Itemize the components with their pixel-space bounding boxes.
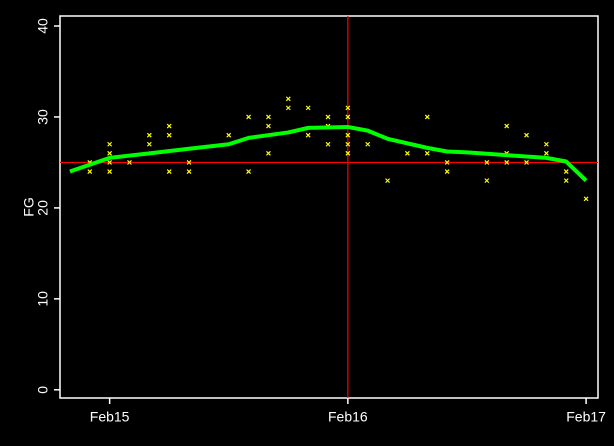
scatter-point (345, 105, 351, 111)
scatter-point (583, 196, 589, 202)
scatter-point (524, 160, 529, 165)
scatter-point (543, 150, 549, 156)
scatter-point (484, 160, 490, 165)
scatter-point (186, 169, 192, 174)
scatter-point (504, 123, 510, 129)
scatter-point (166, 169, 172, 174)
scatter-point (305, 132, 311, 138)
scatter-point (424, 150, 430, 156)
scatter-point (563, 178, 569, 184)
y-axis-label: FG (21, 197, 37, 216)
scatter-point (246, 169, 252, 174)
scatter-point (186, 160, 192, 165)
scatter-point (563, 169, 569, 174)
x-tick-label: Feb17 (566, 409, 606, 425)
x-tick-label: Feb15 (90, 409, 130, 425)
scatter-point (127, 160, 132, 165)
scatter-point (345, 150, 351, 156)
scatter-point (325, 114, 331, 120)
scatter-point (107, 169, 113, 174)
x-tick-label: Feb16 (328, 409, 368, 425)
scatter-point (166, 123, 172, 129)
scatter-point (365, 141, 371, 147)
scatter-point (444, 169, 450, 174)
scatter-point (345, 114, 351, 120)
fit-line (69, 124, 588, 183)
scatter-point (325, 141, 331, 147)
scatter-point (107, 150, 113, 156)
scatter-point (404, 150, 410, 156)
y-tick-label: 40 (35, 18, 51, 34)
scatter-point (345, 132, 351, 138)
scatter-point (266, 114, 271, 120)
scatter-point (166, 132, 172, 138)
scatter-point (504, 160, 510, 165)
scatter-point (444, 160, 450, 165)
scatter-point (385, 178, 390, 184)
scatter-point (266, 123, 271, 129)
scatter-point (345, 141, 351, 147)
scatter-point (524, 132, 529, 138)
scatter-point (107, 160, 113, 165)
plot-frame (59, 15, 599, 399)
y-tick-label: 10 (35, 291, 51, 307)
y-tick-label: 0 (35, 386, 51, 394)
scatter-point (305, 105, 311, 111)
scatter-point (484, 178, 490, 184)
scatter-point (146, 141, 152, 147)
scatter-point (87, 169, 93, 174)
scatter-point (266, 150, 271, 156)
scatter-point (424, 114, 430, 120)
y-tick-label: 30 (35, 109, 51, 125)
scatter-point (285, 96, 291, 102)
y-tick-label: 20 (35, 200, 51, 216)
scatter-point (543, 141, 549, 147)
scatter-point (246, 114, 252, 120)
scatter-point (226, 132, 232, 138)
scatter-point (107, 141, 113, 147)
scatter-point (285, 105, 291, 111)
scatter-point (146, 132, 152, 138)
